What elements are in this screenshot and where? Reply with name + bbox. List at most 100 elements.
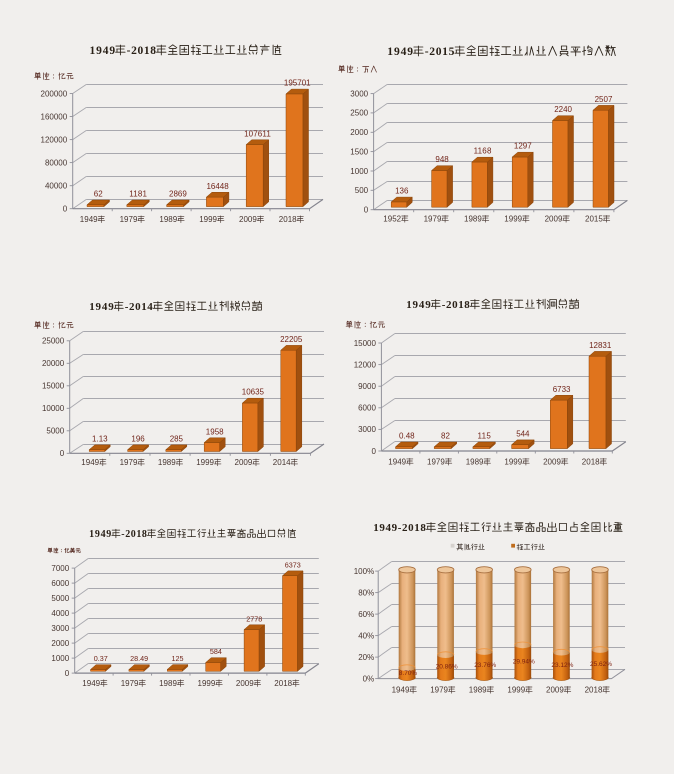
svg-text:2009: 2009 bbox=[235, 458, 253, 467]
svg-text:3000: 3000 bbox=[350, 89, 368, 98]
svg-text:-2018: -2018 bbox=[121, 529, 147, 540]
svg-text:196: 196 bbox=[131, 434, 145, 443]
svg-text:7000: 7000 bbox=[51, 564, 69, 573]
svg-text:1949: 1949 bbox=[388, 458, 406, 467]
svg-text:1168: 1168 bbox=[474, 147, 492, 156]
svg-text:80%: 80% bbox=[358, 588, 374, 597]
svg-text:4000: 4000 bbox=[51, 609, 69, 618]
svg-text:2018: 2018 bbox=[585, 686, 603, 695]
svg-text:12000: 12000 bbox=[354, 360, 377, 369]
svg-text:2018: 2018 bbox=[274, 679, 292, 688]
svg-text:948: 948 bbox=[435, 155, 449, 164]
svg-text:22205: 22205 bbox=[280, 335, 303, 344]
svg-text:6373: 6373 bbox=[285, 560, 301, 569]
svg-text:15000: 15000 bbox=[42, 382, 65, 391]
svg-text:82: 82 bbox=[441, 432, 450, 441]
svg-text:160000: 160000 bbox=[41, 112, 68, 121]
svg-text:-2018: -2018 bbox=[127, 45, 157, 57]
svg-text:1949: 1949 bbox=[90, 45, 116, 57]
svg-text:2015: 2015 bbox=[585, 215, 603, 224]
svg-text:2018: 2018 bbox=[279, 215, 297, 224]
svg-text:1297: 1297 bbox=[514, 142, 532, 151]
svg-text:1949: 1949 bbox=[82, 679, 100, 688]
svg-text:115: 115 bbox=[478, 432, 492, 441]
svg-text:2014: 2014 bbox=[273, 458, 291, 467]
svg-text:1989: 1989 bbox=[159, 679, 177, 688]
svg-text:1999: 1999 bbox=[196, 458, 214, 467]
svg-text:285: 285 bbox=[170, 434, 184, 443]
svg-text:5000: 5000 bbox=[51, 594, 69, 603]
svg-text:2009: 2009 bbox=[545, 215, 563, 224]
svg-text:25000: 25000 bbox=[42, 337, 65, 346]
svg-text:20.86%: 20.86% bbox=[436, 663, 458, 670]
svg-text:1989: 1989 bbox=[464, 215, 482, 224]
svg-text:1979: 1979 bbox=[427, 458, 445, 467]
svg-text:40%: 40% bbox=[358, 631, 374, 640]
svg-text:1949: 1949 bbox=[81, 458, 99, 467]
svg-text:1999: 1999 bbox=[507, 686, 525, 695]
svg-text:1958: 1958 bbox=[206, 427, 224, 436]
svg-text:1979: 1979 bbox=[120, 458, 138, 467]
svg-text:2009: 2009 bbox=[546, 686, 564, 695]
svg-text:200000: 200000 bbox=[41, 89, 68, 98]
svg-text:1989: 1989 bbox=[159, 215, 177, 224]
svg-text:1989: 1989 bbox=[469, 686, 487, 695]
svg-text:12831: 12831 bbox=[589, 341, 612, 350]
svg-text:2500: 2500 bbox=[350, 109, 368, 118]
svg-text:1989: 1989 bbox=[158, 458, 176, 467]
svg-text:1999: 1999 bbox=[199, 215, 217, 224]
svg-text:29.94%: 29.94% bbox=[513, 659, 535, 666]
svg-text:2778: 2778 bbox=[246, 614, 262, 623]
svg-text:60%: 60% bbox=[358, 610, 374, 619]
svg-text:1000: 1000 bbox=[51, 654, 69, 663]
svg-text:2240: 2240 bbox=[554, 105, 572, 114]
svg-text:2507: 2507 bbox=[595, 95, 613, 104]
svg-text:2869: 2869 bbox=[169, 190, 187, 199]
svg-text:0: 0 bbox=[372, 447, 377, 456]
svg-text:2009: 2009 bbox=[239, 215, 257, 224]
svg-text:120000: 120000 bbox=[41, 135, 68, 144]
svg-text:1999: 1999 bbox=[504, 215, 522, 224]
svg-text:20000: 20000 bbox=[42, 359, 65, 368]
svg-text:1979: 1979 bbox=[121, 679, 139, 688]
svg-text:1500: 1500 bbox=[350, 147, 368, 156]
svg-text:100%: 100% bbox=[354, 567, 375, 576]
svg-text:1952: 1952 bbox=[383, 215, 401, 224]
svg-text:1999: 1999 bbox=[504, 458, 522, 467]
svg-text:1979: 1979 bbox=[430, 686, 448, 695]
svg-text:10635: 10635 bbox=[242, 388, 265, 397]
svg-text:2009: 2009 bbox=[543, 458, 561, 467]
svg-text:2000: 2000 bbox=[51, 639, 69, 648]
svg-text:0.48: 0.48 bbox=[399, 432, 415, 441]
svg-text:8.70%: 8.70% bbox=[399, 670, 418, 677]
svg-text:6000: 6000 bbox=[358, 404, 376, 413]
svg-text:-2014: -2014 bbox=[125, 301, 154, 313]
svg-text:23.76%: 23.76% bbox=[474, 662, 496, 669]
svg-text:6733: 6733 bbox=[553, 385, 571, 394]
svg-text:80000: 80000 bbox=[45, 158, 68, 167]
svg-text:1949-2018: 1949-2018 bbox=[373, 522, 426, 534]
svg-text:500: 500 bbox=[355, 186, 369, 195]
svg-text:20%: 20% bbox=[358, 653, 374, 662]
svg-text:1949: 1949 bbox=[387, 45, 413, 58]
svg-text:1999: 1999 bbox=[198, 679, 216, 688]
svg-text:1.13: 1.13 bbox=[92, 434, 108, 443]
svg-text:9000: 9000 bbox=[358, 382, 376, 391]
svg-text:1949: 1949 bbox=[80, 215, 98, 224]
svg-text:1949: 1949 bbox=[406, 299, 431, 311]
svg-text:1949: 1949 bbox=[89, 301, 114, 313]
svg-text:136: 136 bbox=[395, 187, 409, 196]
svg-text:2009: 2009 bbox=[236, 679, 254, 688]
svg-text:0: 0 bbox=[60, 449, 65, 458]
svg-text:195701: 195701 bbox=[284, 79, 311, 88]
svg-text:1979: 1979 bbox=[120, 215, 138, 224]
svg-text:62: 62 bbox=[94, 190, 103, 199]
svg-text:544: 544 bbox=[516, 429, 530, 438]
svg-text:40000: 40000 bbox=[45, 182, 68, 191]
svg-text:6000: 6000 bbox=[51, 579, 69, 588]
svg-text:28.49: 28.49 bbox=[130, 654, 148, 663]
svg-text:3000: 3000 bbox=[51, 624, 69, 633]
svg-text:1979: 1979 bbox=[424, 215, 442, 224]
svg-text:23.12%: 23.12% bbox=[551, 662, 573, 669]
svg-text:0: 0 bbox=[65, 669, 70, 678]
